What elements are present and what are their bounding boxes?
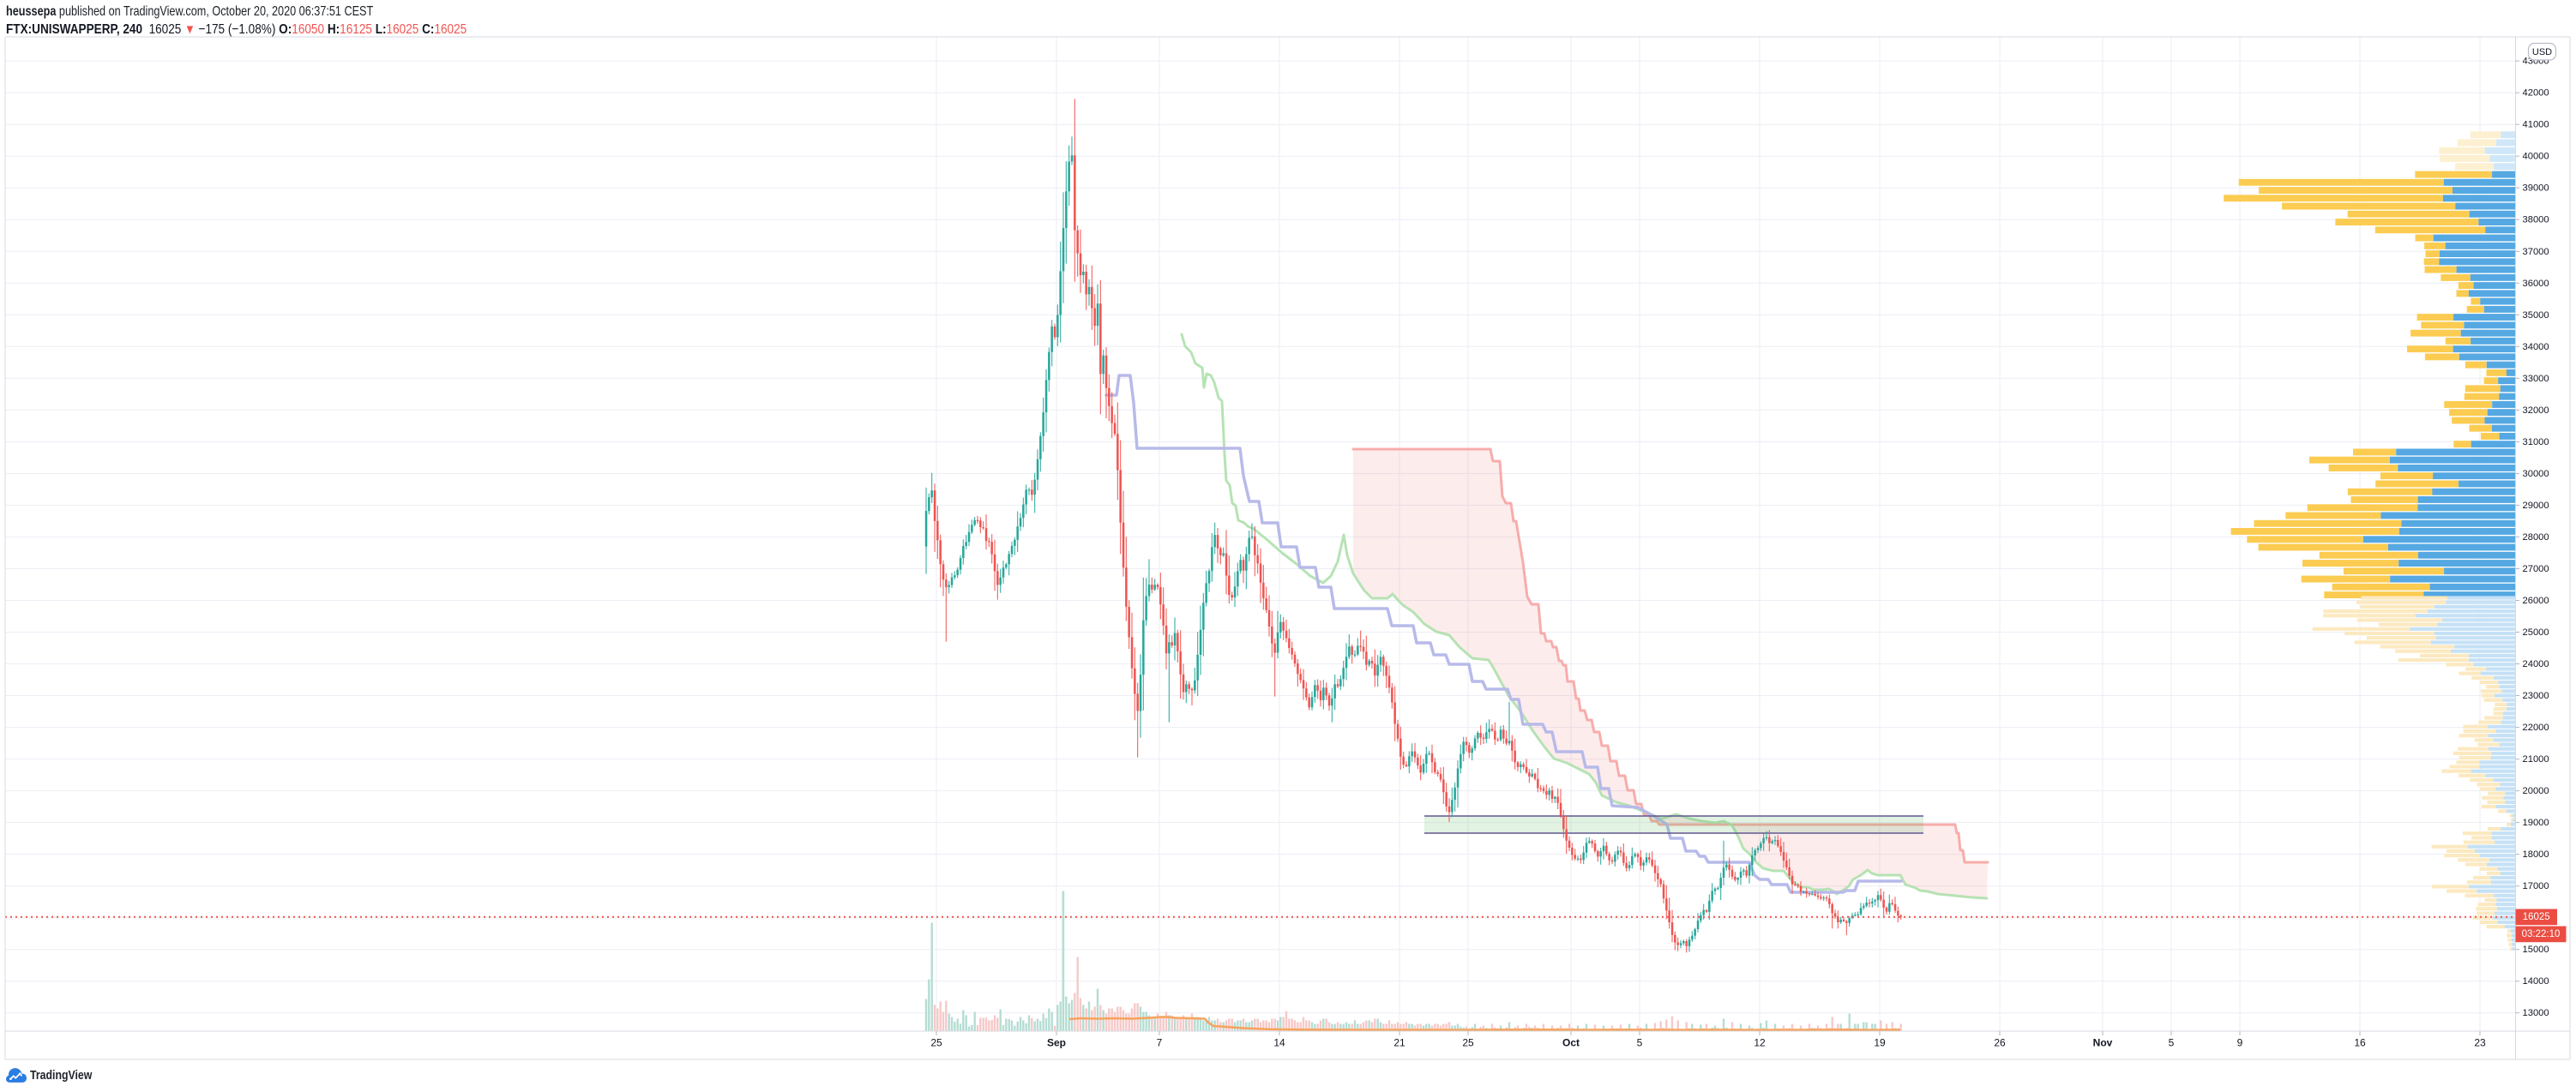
- svg-text:21: 21: [1393, 1037, 1405, 1049]
- svg-text:30000: 30000: [2523, 469, 2549, 479]
- svg-text:26: 26: [1994, 1037, 2006, 1049]
- svg-text:26000: 26000: [2523, 596, 2549, 606]
- svg-text:24000: 24000: [2523, 659, 2549, 669]
- svg-text:25: 25: [930, 1037, 942, 1049]
- svg-text:29000: 29000: [2523, 501, 2549, 511]
- svg-text:20000: 20000: [2523, 786, 2549, 796]
- svg-text:28000: 28000: [2523, 532, 2549, 543]
- svg-text:41000: 41000: [2523, 120, 2549, 130]
- svg-text:17000: 17000: [2523, 881, 2549, 891]
- svg-text:40000: 40000: [2523, 152, 2549, 162]
- svg-text:12: 12: [1754, 1037, 1766, 1049]
- svg-text:22000: 22000: [2523, 723, 2549, 733]
- svg-text:37000: 37000: [2523, 247, 2549, 257]
- svg-text:21000: 21000: [2523, 754, 2549, 765]
- svg-text:14: 14: [1273, 1037, 1285, 1049]
- svg-text:14000: 14000: [2523, 976, 2549, 987]
- svg-text:42000: 42000: [2523, 88, 2549, 99]
- svg-text:34000: 34000: [2523, 342, 2549, 352]
- svg-text:16: 16: [2354, 1037, 2366, 1049]
- svg-text:5: 5: [2169, 1037, 2175, 1049]
- svg-text:5: 5: [1637, 1037, 1643, 1049]
- svg-text:Oct: Oct: [1562, 1037, 1580, 1049]
- svg-text:25: 25: [1462, 1037, 1474, 1049]
- svg-text:7: 7: [1157, 1037, 1163, 1049]
- svg-text:16025: 16025: [2523, 912, 2550, 922]
- svg-text:13000: 13000: [2523, 1008, 2549, 1018]
- svg-text:39000: 39000: [2523, 183, 2549, 194]
- svg-text:36000: 36000: [2523, 279, 2549, 289]
- svg-text:31000: 31000: [2523, 437, 2549, 447]
- svg-text:Nov: Nov: [2093, 1037, 2113, 1049]
- svg-text:33000: 33000: [2523, 374, 2549, 384]
- svg-text:9: 9: [2237, 1037, 2243, 1049]
- svg-text:23: 23: [2474, 1037, 2486, 1049]
- svg-text:23000: 23000: [2523, 691, 2549, 701]
- svg-text:Sep: Sep: [1047, 1037, 1066, 1049]
- svg-text:15000: 15000: [2523, 945, 2549, 955]
- svg-text:32000: 32000: [2523, 405, 2549, 416]
- svg-text:19: 19: [1874, 1037, 1886, 1049]
- svg-text:25000: 25000: [2523, 627, 2549, 638]
- svg-text:03:22:10: 03:22:10: [2522, 929, 2561, 939]
- svg-text:38000: 38000: [2523, 215, 2549, 225]
- svg-text:18000: 18000: [2523, 849, 2549, 860]
- svg-text:USD: USD: [2532, 47, 2552, 57]
- svg-text:27000: 27000: [2523, 564, 2549, 574]
- svg-text:19000: 19000: [2523, 818, 2549, 828]
- svg-text:35000: 35000: [2523, 310, 2549, 321]
